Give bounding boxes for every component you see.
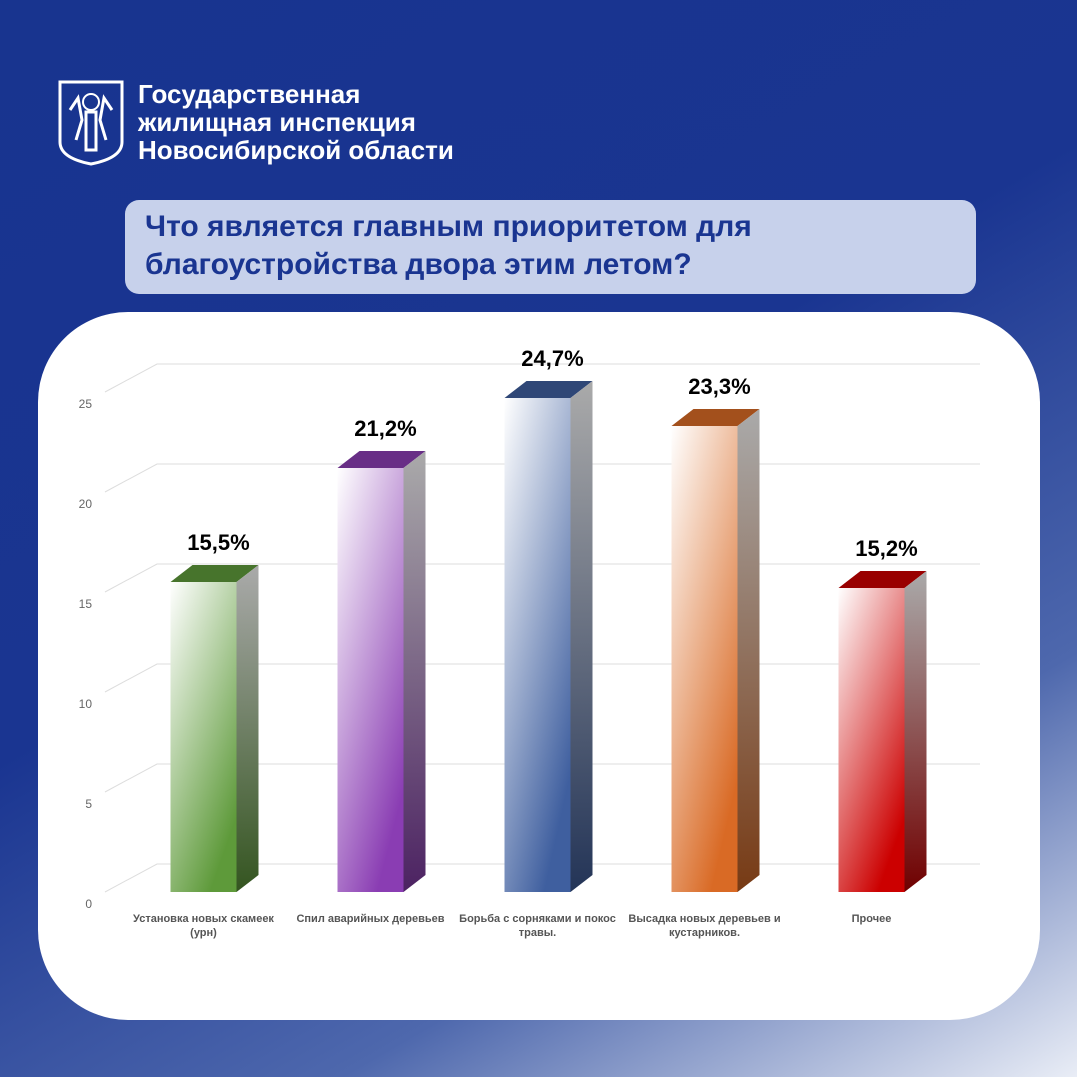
value-label: 15,2% xyxy=(855,536,917,561)
emblem-figures xyxy=(68,94,114,152)
x-tick-label: Борьба с сорняками и покос травы. xyxy=(459,913,616,939)
bar-front xyxy=(337,468,404,892)
bar xyxy=(504,381,593,892)
emblem-shield xyxy=(58,80,124,166)
bar-side xyxy=(236,565,259,892)
y-tick-label: 5 xyxy=(85,797,92,811)
x-tick-label: Спил аварийных деревьев xyxy=(296,913,445,925)
y-tick-label: 25 xyxy=(79,397,93,411)
x-tick-label: Высадка новых деревьев и кустарников. xyxy=(628,913,781,939)
bar-front xyxy=(504,398,571,892)
emblem-ring xyxy=(82,93,100,111)
bar xyxy=(838,571,927,892)
bar-top xyxy=(337,451,426,468)
y-tick-label: 20 xyxy=(79,497,93,511)
bar-front xyxy=(671,426,738,892)
bar-side xyxy=(737,409,760,892)
bar-top xyxy=(170,565,259,582)
bar xyxy=(671,409,760,892)
bar xyxy=(337,451,426,892)
value-label: 15,5% xyxy=(187,530,249,555)
question-box: Что является главным приоритетом для бла… xyxy=(125,200,976,294)
org-name-line: жилищная инспекция xyxy=(138,107,416,137)
bar-side xyxy=(904,571,927,892)
org-name-line: Новосибирской области xyxy=(138,135,454,165)
x-tick-label: Установка новых скамеек (урн) xyxy=(133,913,274,939)
bar-top xyxy=(671,409,760,426)
y-tick-label: 15 xyxy=(79,597,93,611)
question-line: благоустройства двора этим летом? xyxy=(145,248,692,281)
y-tick-label: 0 xyxy=(85,897,92,911)
value-label: 21,2% xyxy=(354,416,416,441)
value-label: 23,3% xyxy=(688,374,750,399)
emblem xyxy=(58,80,124,166)
bar xyxy=(170,565,259,892)
x-tick-label: Прочее xyxy=(851,913,892,925)
grid-line xyxy=(104,363,980,393)
bar-side xyxy=(403,451,426,892)
bar-front xyxy=(170,582,237,892)
y-tick-label: 10 xyxy=(79,697,93,711)
bar-side xyxy=(570,381,593,892)
org-name-line: Государственная xyxy=(138,79,361,109)
bar-top xyxy=(504,381,593,398)
bar-front xyxy=(838,588,905,892)
value-label: 24,7% xyxy=(521,346,583,371)
question-line: Что является главным приоритетом для xyxy=(145,210,752,243)
bar-top xyxy=(838,571,927,588)
